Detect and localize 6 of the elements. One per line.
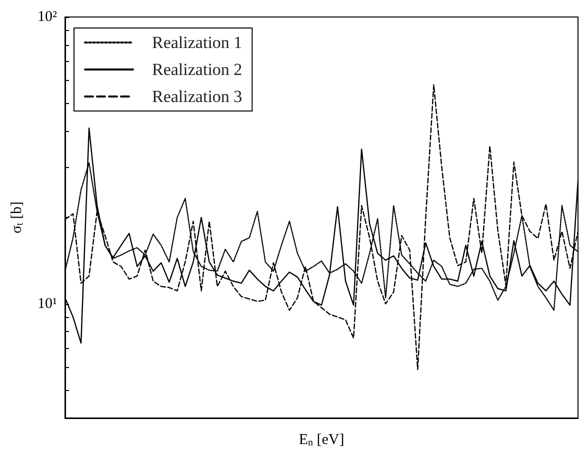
legend-label: Realization 3 [152, 87, 242, 106]
y-axis-title: σt [b] [9, 201, 26, 234]
y-tick-label: 10² [38, 9, 58, 25]
legend-label: Realization 2 [152, 60, 242, 79]
legend-label: Realization 1 [152, 33, 242, 52]
y-tick-label: 10¹ [38, 296, 57, 312]
